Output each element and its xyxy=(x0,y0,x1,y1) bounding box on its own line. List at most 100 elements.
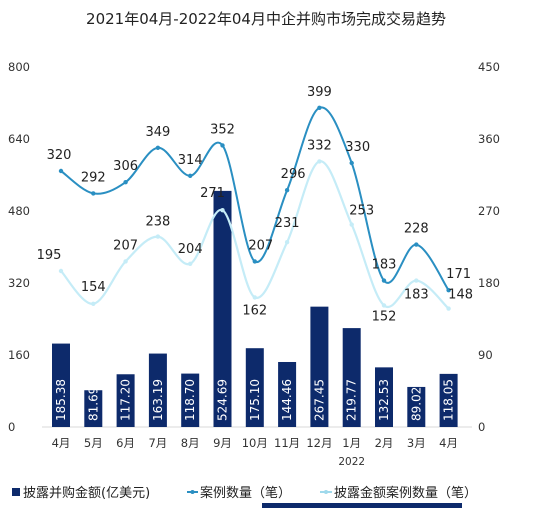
legend: 披露并购金额(亿美元) 案例数量（笔） 披露金额案例数量（笔） xyxy=(12,485,477,501)
case-count-label: 292 xyxy=(81,170,106,185)
left-axis: 0 160 320 480 640 800 xyxy=(8,60,30,434)
case-count-label: 207 xyxy=(248,238,273,253)
x-tick-label: 6月 xyxy=(116,436,135,450)
case-count-point xyxy=(220,143,225,148)
legend-label: 披露金额案例数量（笔） xyxy=(334,485,477,501)
bar-value-label: 89.02 xyxy=(409,387,423,421)
disclosed-case-count-label: 152 xyxy=(372,309,397,324)
case-count-label: 314 xyxy=(178,153,203,168)
left-tick-label: 640 xyxy=(8,132,30,146)
x-tick-label: 7月 xyxy=(148,436,167,450)
case-count-point xyxy=(252,259,257,264)
x-tick-label: 12月 xyxy=(306,436,332,450)
case-count-label: 228 xyxy=(404,222,429,237)
bar xyxy=(148,353,167,427)
x-tick-label: 2月 xyxy=(375,436,394,450)
bar xyxy=(342,328,361,427)
case-count-point xyxy=(446,288,451,293)
bar-value-label: 267.45 xyxy=(312,379,326,421)
disclosed-case-count-label: 231 xyxy=(275,216,300,231)
bar-value-label: 524.69 xyxy=(216,379,230,421)
bar-value-label: 144.46 xyxy=(280,379,294,421)
x-tick-label: 8月 xyxy=(181,436,200,450)
bar xyxy=(52,343,70,427)
case-count-point xyxy=(188,173,193,178)
case-count-label: 171 xyxy=(446,267,471,282)
case-count-point xyxy=(58,168,64,174)
bar-series: 185.38 81.69 117.20 163.19 118.70 524.69 175.1… xyxy=(52,190,458,427)
legend-underline xyxy=(262,503,462,508)
right-tick-label: 90 xyxy=(478,348,493,362)
disclosed-case-count-point xyxy=(58,268,64,274)
case-count-point xyxy=(155,145,161,150)
case-count-label: 330 xyxy=(345,140,370,155)
disclosed-case-count-point xyxy=(284,240,290,245)
left-tick-label: 320 xyxy=(8,276,30,290)
disclosed-case-count-point xyxy=(155,234,161,239)
bar xyxy=(181,373,200,427)
x-tick-label: 10月 xyxy=(242,436,268,450)
case-count-point xyxy=(414,242,419,247)
right-tick-label: 180 xyxy=(478,276,500,290)
case-count-point xyxy=(349,160,354,166)
case-count-point xyxy=(123,180,128,185)
disclosed-case-count-label: 154 xyxy=(81,280,106,295)
bar-value-label: 163.19 xyxy=(151,379,165,421)
case-count-label: 399 xyxy=(307,85,332,100)
disclosed-case-count-label: 271 xyxy=(200,186,225,201)
legend-label: 披露并购金额(亿美元) xyxy=(23,485,150,501)
line-series: 320 292 306 349 314 352 207 296 399 330 183 228 171 1… xyxy=(37,85,473,325)
case-count-label: 296 xyxy=(281,167,306,182)
case-count-label: 320 xyxy=(47,148,72,163)
disclosed-case-count-point xyxy=(446,306,451,311)
disclosed-case-count-point xyxy=(317,159,322,164)
legend-swatch-bars xyxy=(12,488,20,496)
disclosed-case-count-point xyxy=(349,222,354,227)
right-axis: 0 90 180 270 360 450 xyxy=(478,60,500,434)
disclosed-case-count-label: 183 xyxy=(404,288,429,303)
x-tick-label: 9月 xyxy=(213,436,232,450)
bar xyxy=(116,374,135,427)
chart-title: 2021年04月-2022年04月中企并购市场完成交易趋势 xyxy=(86,10,446,28)
bar-value-label: 219.77 xyxy=(345,379,359,421)
case-count-point xyxy=(284,188,290,193)
case-count-point xyxy=(91,191,96,196)
bar xyxy=(375,367,393,427)
left-tick-label: 0 xyxy=(8,420,15,434)
bar-value-label: 117.20 xyxy=(119,379,133,421)
disclosed-case-count-label: 204 xyxy=(178,242,203,257)
case-count-label: 352 xyxy=(210,122,235,137)
bar xyxy=(213,190,232,427)
x-tick-label: 11月 xyxy=(274,436,300,450)
legend-label: 案例数量（笔） xyxy=(200,485,291,501)
case-count-point xyxy=(381,278,387,283)
disclosed-case-count-point xyxy=(188,261,193,266)
bar xyxy=(245,348,264,427)
legend-swatch-marker xyxy=(190,490,195,494)
bar-value-label: 175.10 xyxy=(248,379,262,421)
x-axis: 4月 5月 6月 7月 8月 9月 10月 11月 12月 1月 2022 2月 3月 4月 xyxy=(52,436,458,468)
disclosed-case-count-label: 253 xyxy=(349,204,374,219)
case-count-line xyxy=(60,106,450,291)
case-count-label: 349 xyxy=(145,125,170,140)
bar xyxy=(84,390,103,427)
disclosed-case-count-line xyxy=(60,160,450,310)
disclosed-case-count-label: 162 xyxy=(242,303,267,318)
bar-value-label: 118.05 xyxy=(442,379,456,421)
disclosed-case-count-label: 332 xyxy=(307,138,332,153)
case-count-label: 306 xyxy=(113,159,138,174)
left-tick-label: 800 xyxy=(8,60,30,74)
right-tick-label: 0 xyxy=(478,420,485,434)
disclosed-case-count-point xyxy=(414,278,419,283)
bar-value-label: 81.69 xyxy=(86,387,100,421)
left-tick-label: 480 xyxy=(8,204,30,218)
right-tick-label: 450 xyxy=(478,60,500,74)
x-tick-label: 4月 xyxy=(52,436,71,450)
x-tick-label: 4月 xyxy=(439,436,458,450)
case-count-label: 183 xyxy=(372,258,397,273)
x-tick-sublabel: 2022 xyxy=(338,456,365,468)
bar xyxy=(310,306,329,427)
legend-swatch-marker xyxy=(324,490,328,494)
bar-value-label: 118.70 xyxy=(183,379,197,421)
disclosed-case-count-point xyxy=(91,301,96,306)
